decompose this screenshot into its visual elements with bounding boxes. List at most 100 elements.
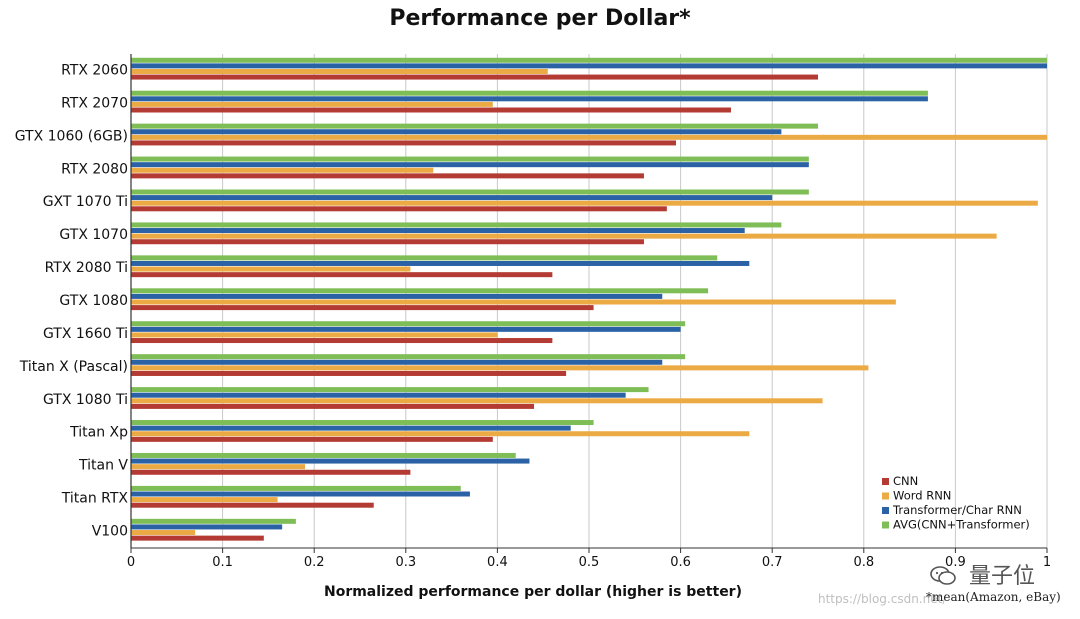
bar bbox=[131, 458, 530, 464]
bar bbox=[131, 96, 928, 102]
bar bbox=[131, 398, 823, 404]
bar bbox=[131, 140, 677, 146]
bar bbox=[131, 222, 782, 228]
x-tick-label: 0.8 bbox=[853, 555, 874, 570]
category-label: Titan Xp bbox=[69, 425, 128, 441]
bar bbox=[131, 370, 567, 376]
bar bbox=[131, 354, 686, 360]
x-tick-label: 0.5 bbox=[579, 555, 600, 570]
bar bbox=[131, 57, 1047, 63]
bar bbox=[131, 101, 493, 107]
bar bbox=[131, 338, 553, 344]
bar bbox=[131, 502, 374, 508]
bar bbox=[131, 123, 818, 129]
category-label: GTX 1660 Ti bbox=[43, 326, 128, 342]
bar bbox=[131, 206, 667, 212]
bar bbox=[131, 129, 782, 135]
x-axis-label: Normalized performance per dollar (highe… bbox=[323, 584, 742, 600]
bar bbox=[131, 431, 750, 437]
bar bbox=[131, 74, 818, 80]
wechat-icon bbox=[930, 566, 956, 585]
bar bbox=[131, 239, 644, 245]
bar bbox=[131, 299, 896, 305]
bar bbox=[131, 518, 296, 524]
bar bbox=[131, 293, 663, 299]
bar bbox=[131, 189, 809, 195]
bar bbox=[131, 403, 535, 409]
category-label: RTX 2060 bbox=[61, 62, 128, 78]
bar bbox=[131, 63, 1047, 69]
x-tick-label: 0 bbox=[127, 555, 135, 570]
legend-label: Transformer/Char RNN bbox=[892, 503, 1022, 517]
bar bbox=[131, 491, 470, 497]
watermark-url: https://blog.csdn.net/ bbox=[818, 592, 947, 606]
x-tick-label: 0.4 bbox=[487, 555, 508, 570]
watermark-brand-text: 量子位 bbox=[969, 564, 1036, 589]
footnote: *mean(Amazon, eBay) bbox=[926, 590, 1061, 604]
bar bbox=[131, 260, 750, 266]
bar bbox=[131, 530, 196, 536]
category-label: GXT 1070 Ti bbox=[43, 194, 128, 210]
bar bbox=[131, 195, 773, 201]
bar bbox=[131, 228, 745, 234]
legend-label: AVG(CNN+Transformer) bbox=[893, 518, 1030, 532]
x-tick-label: 0.9 bbox=[945, 555, 966, 570]
bar bbox=[131, 452, 516, 458]
category-label: Titan V bbox=[78, 458, 128, 474]
bar bbox=[131, 464, 306, 470]
category-label: GTX 1080 Ti bbox=[43, 392, 128, 408]
bar bbox=[131, 469, 411, 475]
x-tick-label: 0.6 bbox=[670, 555, 691, 570]
category-label: GTX 1080 bbox=[59, 293, 128, 309]
bar bbox=[131, 535, 264, 541]
bar bbox=[131, 288, 709, 294]
bar bbox=[131, 326, 681, 332]
x-tick-label: 1 bbox=[1043, 555, 1051, 570]
bar bbox=[131, 134, 1047, 140]
x-tick-label: 0.7 bbox=[762, 555, 783, 570]
bar bbox=[131, 305, 594, 311]
bar bbox=[131, 524, 283, 530]
bar bbox=[131, 200, 1038, 206]
bar bbox=[131, 68, 548, 74]
bar bbox=[131, 107, 731, 113]
bar bbox=[131, 233, 997, 239]
bar bbox=[131, 173, 644, 179]
legend-swatch bbox=[882, 521, 889, 529]
watermark-brand: 量子位 bbox=[930, 558, 1035, 590]
bar bbox=[131, 420, 594, 426]
chart-title: Performance per Dollar* bbox=[389, 6, 691, 31]
bar bbox=[131, 365, 869, 371]
bar bbox=[131, 156, 809, 162]
category-label: Titan RTX bbox=[61, 491, 129, 507]
category-label: V100 bbox=[92, 524, 128, 540]
x-tick-label: 0.3 bbox=[395, 555, 416, 570]
bar bbox=[131, 485, 461, 491]
category-label: RTX 2080 Ti bbox=[45, 260, 128, 276]
legend-swatch bbox=[882, 478, 889, 485]
category-label: GTX 1070 bbox=[59, 227, 128, 243]
x-tick-label: 0.1 bbox=[212, 555, 233, 570]
bar bbox=[131, 90, 928, 96]
bar bbox=[131, 387, 649, 393]
bar bbox=[131, 497, 278, 503]
bar bbox=[131, 436, 493, 442]
category-label: RTX 2080 bbox=[61, 161, 128, 177]
legend-swatch bbox=[882, 492, 889, 500]
bar bbox=[131, 167, 434, 173]
bar bbox=[131, 255, 718, 261]
bar bbox=[131, 392, 626, 398]
category-label: RTX 2070 bbox=[61, 95, 128, 111]
legend-swatch bbox=[882, 507, 889, 514]
bar bbox=[131, 332, 498, 338]
bar bbox=[131, 272, 553, 278]
bar bbox=[131, 359, 663, 365]
legend-label: Word RNN bbox=[893, 489, 951, 503]
x-tick-label: 0.2 bbox=[304, 555, 325, 570]
bar bbox=[131, 162, 809, 168]
legend-label: CNN bbox=[893, 474, 918, 488]
category-label: Titan X (Pascal) bbox=[19, 359, 128, 375]
bar bbox=[131, 321, 686, 327]
category-label: GTX 1060 (6GB) bbox=[15, 128, 128, 144]
